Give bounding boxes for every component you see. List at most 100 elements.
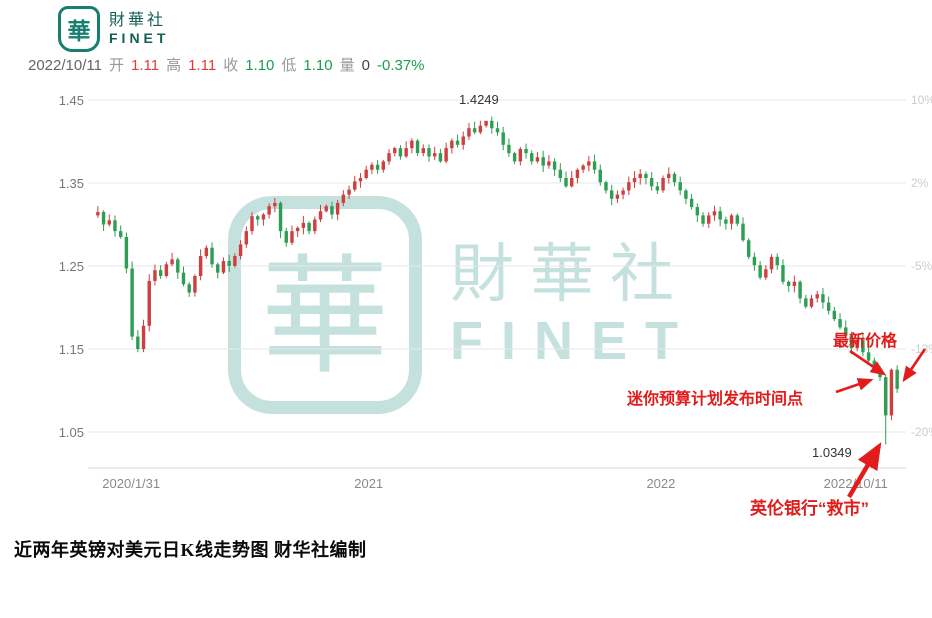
candle-body	[889, 369, 894, 416]
candle-body	[541, 157, 545, 166]
candle-body	[267, 206, 271, 215]
candle-body	[472, 128, 477, 133]
candle-body	[815, 294, 819, 299]
candle-body	[866, 352, 871, 361]
finet-logo[interactable]: 華 財華社 FINET	[58, 6, 169, 52]
candle-body	[490, 120, 494, 129]
candle-body	[627, 182, 631, 191]
candle-body	[684, 190, 688, 199]
candle-body	[570, 178, 574, 187]
candle-body	[501, 132, 505, 145]
candle-body	[284, 231, 288, 243]
brand-name-cn: 財華社	[109, 12, 167, 29]
candle-body	[427, 148, 431, 157]
candle-body	[193, 275, 197, 293]
candle-body	[707, 215, 711, 224]
y-axis-right-tick: -20%	[911, 425, 932, 439]
candle-body	[832, 310, 837, 320]
candle-body	[524, 148, 528, 154]
y-axis-right-tick: 10%	[911, 93, 932, 107]
candle-body	[307, 222, 311, 232]
latest-price-annotation: 最新价格	[833, 333, 898, 350]
quote-field-label: 高	[166, 57, 182, 74]
candle-body	[153, 270, 157, 281]
candle-body	[370, 164, 374, 170]
candle-body	[661, 178, 665, 191]
candle-body	[438, 153, 443, 162]
candle-body	[844, 327, 848, 336]
candle-body	[786, 281, 791, 286]
quote-field-value: 1.10	[303, 57, 333, 74]
chart-caption: 近两年英镑对美元日K线走势图 财华社编制	[14, 540, 367, 560]
brand-name-en: FINET	[109, 30, 170, 46]
candle-body	[273, 202, 277, 207]
candle-body	[164, 264, 169, 276]
candle-body	[724, 219, 728, 224]
candle-body	[461, 136, 465, 145]
candle-body	[792, 281, 797, 286]
x-axis-tick: 2021	[354, 476, 383, 491]
quote-field-label: 开	[108, 57, 124, 74]
candle-body	[632, 178, 637, 183]
candle-body	[861, 339, 865, 353]
candle-body	[764, 269, 768, 278]
y-axis-left-tick: 1.25	[59, 259, 84, 274]
candle-body	[358, 178, 363, 182]
candle-body	[432, 153, 437, 157]
quote-bar: 2022/10/11 开 1.11 高 1.11 收 1.10 低 1.10 量 0 -0.37%	[28, 54, 432, 75]
candle-body	[107, 220, 111, 225]
y-axis-right-tick: 2%	[911, 176, 929, 190]
x-axis-tick: 2022	[646, 476, 675, 491]
quote-change-percent: -0.37%	[376, 57, 425, 74]
candle-body	[278, 202, 283, 232]
candle-body	[741, 223, 745, 241]
candle-body	[347, 189, 351, 195]
candle-body	[467, 128, 471, 137]
candle-body	[170, 259, 174, 265]
candle-body	[198, 256, 203, 276]
candle-body	[718, 211, 722, 220]
candle-body	[335, 202, 340, 215]
candle-body	[221, 261, 226, 273]
candle-body	[210, 247, 214, 265]
y-axis-left-tick: 1.05	[59, 425, 84, 440]
y-axis-left-tick: 1.15	[59, 342, 84, 357]
candle-body	[729, 215, 734, 224]
candle-body	[689, 198, 694, 208]
candle-body	[798, 281, 802, 299]
candle-body	[655, 186, 660, 191]
quote-field-value: 0	[361, 57, 370, 74]
candle-body	[290, 231, 294, 243]
boe-rescue-annotation: 英伦银行“救市”	[750, 499, 869, 518]
candle-body	[609, 190, 614, 199]
watermark: 華 財華社 FINET	[228, 196, 696, 414]
candle-body	[204, 247, 209, 257]
candle-body	[872, 360, 877, 369]
candle-body	[535, 157, 540, 162]
candle-body	[621, 190, 625, 195]
candle-body	[415, 140, 420, 154]
candle-body	[330, 206, 334, 215]
candle-body	[752, 256, 757, 266]
candle-body	[804, 298, 808, 307]
candle-body	[547, 161, 551, 166]
quote-field-label: 量	[339, 57, 355, 74]
quote-date: 2022/10/11	[28, 57, 102, 74]
candle-body	[381, 161, 386, 170]
candle-body	[398, 148, 403, 157]
candle-body	[96, 212, 100, 216]
candle-body	[244, 231, 249, 245]
candle-body	[250, 216, 254, 232]
candle-body	[604, 182, 608, 191]
candle-body	[552, 161, 557, 170]
candle-body	[387, 153, 391, 162]
candle-body	[101, 212, 106, 225]
mini-budget-annotation: 迷你预算计划发布时间点	[627, 391, 804, 408]
candle-body	[678, 182, 682, 191]
y-axis-right-tick: -5%	[911, 259, 932, 273]
candle-body	[318, 211, 323, 220]
candle-body	[118, 231, 123, 237]
candle-body	[838, 319, 842, 328]
candle-body	[450, 140, 454, 149]
trough-price-label: 1.0349	[812, 445, 852, 460]
